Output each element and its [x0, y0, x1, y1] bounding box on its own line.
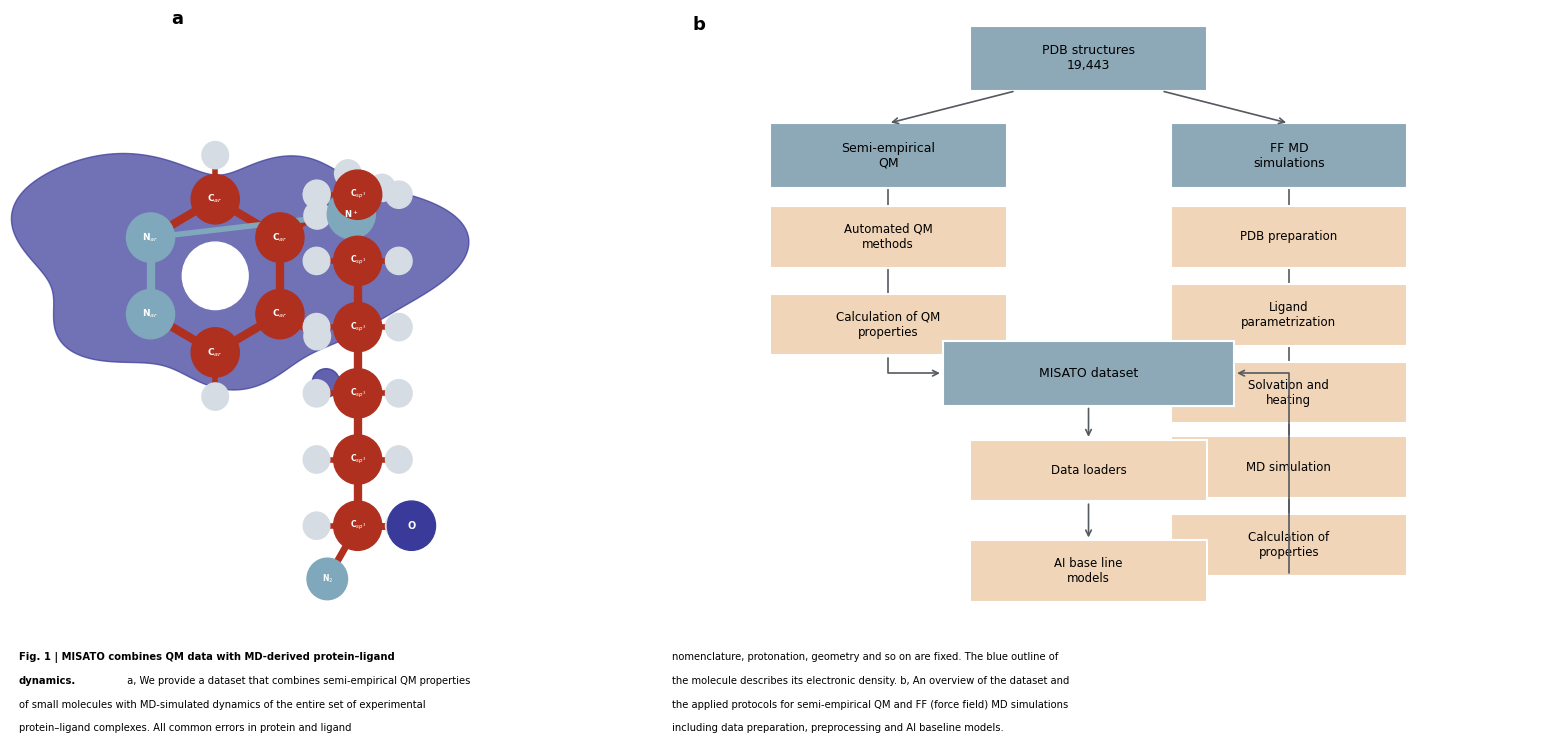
Circle shape [303, 181, 330, 208]
Text: C$_{sp^3}$: C$_{sp^3}$ [349, 519, 366, 532]
Circle shape [304, 202, 330, 229]
Text: FF MD
simulations: FF MD simulations [1254, 142, 1325, 170]
Circle shape [303, 247, 330, 275]
Text: C$_{sp^3}$: C$_{sp^3}$ [349, 254, 366, 268]
Text: N$_{ar}$: N$_{ar}$ [142, 231, 159, 244]
Circle shape [202, 142, 229, 169]
Circle shape [334, 302, 381, 352]
Text: Fig. 1 | MISATO combines QM data with MD-derived protein–ligand: Fig. 1 | MISATO combines QM data with MD… [19, 652, 394, 663]
Text: C$_{ar}$: C$_{ar}$ [272, 308, 287, 320]
FancyBboxPatch shape [769, 123, 1007, 188]
FancyBboxPatch shape [970, 439, 1207, 501]
Text: the molecule describes its electronic density. b, An overview of the dataset and: the molecule describes its electronic de… [672, 676, 1068, 686]
FancyBboxPatch shape [1170, 123, 1408, 188]
FancyBboxPatch shape [1170, 514, 1408, 576]
Circle shape [334, 170, 381, 219]
Text: N$^+$: N$^+$ [344, 208, 358, 220]
FancyBboxPatch shape [1170, 362, 1408, 424]
Circle shape [307, 558, 347, 600]
Text: AI base line
models: AI base line models [1055, 557, 1122, 585]
Text: Semi-empirical
QM: Semi-empirical QM [841, 142, 936, 170]
Text: Automated QM
methods: Automated QM methods [843, 223, 933, 251]
FancyBboxPatch shape [970, 26, 1207, 91]
Text: C$_{sp^3}$: C$_{sp^3}$ [349, 386, 366, 400]
Circle shape [191, 175, 239, 224]
FancyBboxPatch shape [769, 206, 1007, 268]
Text: including data preparation, preprocessing and AI baseline models.: including data preparation, preprocessin… [672, 724, 1004, 733]
Text: a, We provide a dataset that combines semi-empirical QM properties: a, We provide a dataset that combines se… [124, 676, 469, 686]
Circle shape [388, 501, 435, 551]
Circle shape [386, 181, 412, 208]
Polygon shape [11, 154, 469, 390]
Circle shape [312, 369, 340, 397]
Circle shape [182, 242, 249, 310]
Circle shape [304, 322, 330, 350]
Circle shape [327, 189, 375, 239]
Text: a: a [171, 10, 182, 28]
Circle shape [386, 446, 412, 473]
Circle shape [304, 180, 330, 207]
Circle shape [386, 313, 412, 341]
Text: protein–ligand complexes. All common errors in protein and ligand: protein–ligand complexes. All common err… [19, 724, 350, 733]
Circle shape [334, 236, 381, 286]
Text: PDB structures
19,443: PDB structures 19,443 [1042, 45, 1135, 72]
Text: C$_{ar}$: C$_{ar}$ [272, 231, 287, 244]
FancyBboxPatch shape [1170, 436, 1408, 498]
Circle shape [334, 369, 381, 418]
Text: C$_{sp^3}$: C$_{sp^3}$ [349, 321, 366, 333]
Text: b: b [692, 16, 706, 34]
FancyBboxPatch shape [970, 540, 1207, 602]
Circle shape [303, 380, 330, 407]
FancyBboxPatch shape [769, 294, 1007, 355]
Circle shape [256, 289, 304, 339]
Circle shape [303, 512, 330, 539]
Circle shape [334, 435, 381, 484]
Circle shape [369, 175, 395, 201]
Text: Calculation of QM
properties: Calculation of QM properties [835, 310, 940, 339]
Text: MISATO dataset: MISATO dataset [1039, 367, 1138, 380]
Circle shape [127, 213, 174, 262]
Text: C$_{sp^3}$: C$_{sp^3}$ [349, 188, 366, 201]
Text: Solvation and
heating: Solvation and heating [1249, 379, 1329, 407]
Circle shape [335, 160, 361, 187]
Circle shape [386, 247, 412, 275]
Circle shape [202, 383, 229, 410]
Circle shape [256, 213, 304, 262]
Text: C$_{ar}$: C$_{ar}$ [207, 193, 222, 205]
Circle shape [127, 289, 174, 339]
Text: C$_{ar}$: C$_{ar}$ [207, 346, 222, 359]
Circle shape [191, 327, 239, 377]
Text: PDB preparation: PDB preparation [1240, 231, 1337, 243]
Text: MD simulation: MD simulation [1246, 461, 1331, 474]
FancyBboxPatch shape [943, 341, 1234, 406]
Text: C$_{sp^3}$: C$_{sp^3}$ [349, 453, 366, 466]
Text: of small molecules with MD-simulated dynamics of the entire set of experimental: of small molecules with MD-simulated dyn… [19, 700, 425, 709]
Circle shape [334, 501, 381, 551]
Circle shape [386, 512, 412, 539]
Text: Calculation of
properties: Calculation of properties [1249, 531, 1329, 560]
FancyBboxPatch shape [1170, 284, 1408, 345]
Text: O: O [408, 521, 415, 530]
Text: dynamics.: dynamics. [19, 676, 76, 686]
Circle shape [303, 446, 330, 473]
Text: Data loaders: Data loaders [1050, 464, 1127, 477]
FancyBboxPatch shape [1170, 206, 1408, 268]
Text: nomenclature, protonation, geometry and so on are fixed. The blue outline of: nomenclature, protonation, geometry and … [672, 652, 1058, 662]
Text: the applied protocols for semi-empirical QM and FF (force field) MD simulations: the applied protocols for semi-empirical… [672, 700, 1068, 709]
Circle shape [303, 313, 330, 341]
Text: N$_{ar}$: N$_{ar}$ [142, 308, 159, 320]
Text: N$_2$: N$_2$ [321, 573, 334, 585]
Circle shape [386, 380, 412, 407]
Text: Ligand
parametrization: Ligand parametrization [1241, 301, 1337, 329]
